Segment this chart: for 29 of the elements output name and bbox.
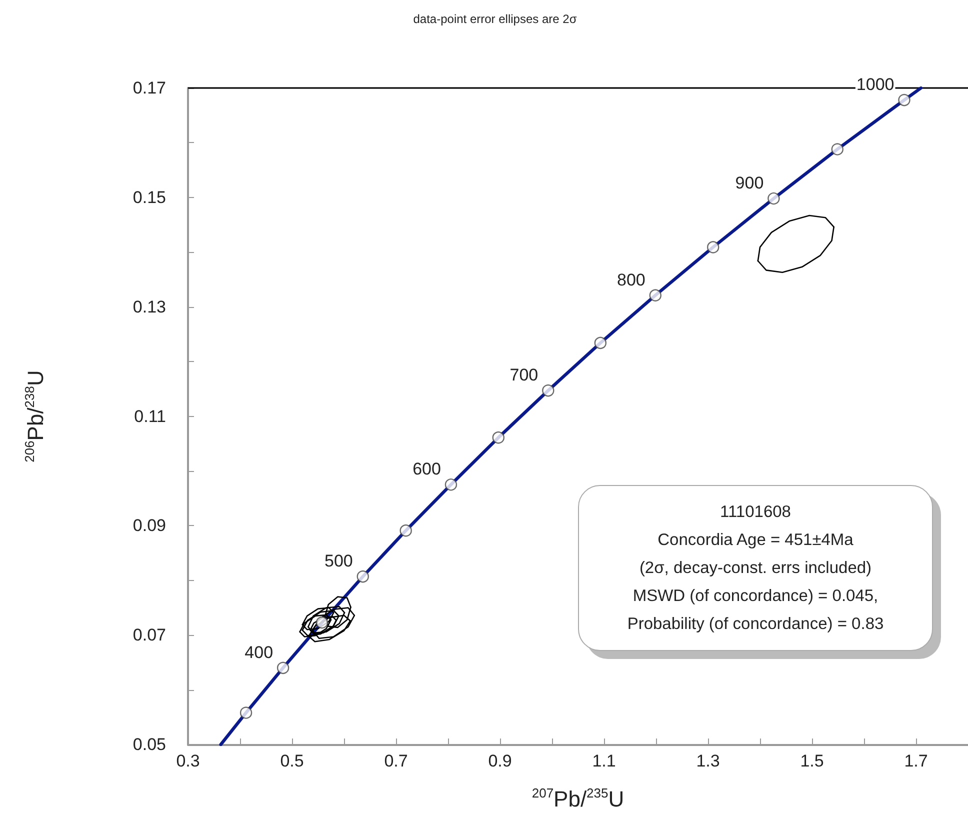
y-tick-label: 0.09 bbox=[132, 516, 166, 536]
x-tick-label: 0.3 bbox=[176, 752, 200, 770]
annotation: 500 bbox=[324, 552, 353, 571]
annotation: 600 bbox=[412, 460, 441, 479]
y-tick-label: 0.07 bbox=[132, 626, 166, 645]
annotation: Probability (of concordance) = 0.83 bbox=[627, 614, 884, 635]
y-axis-title: 206Pb/238U bbox=[22, 370, 48, 462]
x-tick-label: 0.7 bbox=[384, 752, 408, 770]
annotation: 800 bbox=[617, 270, 646, 290]
y-tick-label: 0.17 bbox=[132, 78, 166, 98]
annotation: 1000 bbox=[856, 75, 894, 94]
annotation: 700 bbox=[510, 366, 538, 385]
annotation: 400 bbox=[244, 642, 274, 662]
x-tick-label: 1.3 bbox=[696, 752, 720, 770]
chart-title: data-point error ellipses are 2σ bbox=[413, 12, 578, 26]
y-tick-label: 0.13 bbox=[132, 297, 166, 316]
annotation: 900 bbox=[735, 174, 764, 193]
x-tick-label: 1.1 bbox=[592, 752, 616, 770]
y-tick-label: 0.05 bbox=[132, 735, 166, 754]
y-tick-label: 0.15 bbox=[132, 188, 166, 207]
y-tick-label: 0.11 bbox=[134, 406, 166, 426]
x-tick-label: 0.5 bbox=[280, 752, 304, 770]
annotation: Concordia Age = 451±4Ma bbox=[658, 530, 854, 551]
x-tick-label: 1.5 bbox=[800, 752, 824, 770]
x-tick-label: 1.7 bbox=[904, 752, 928, 770]
annotation: MSWD (of concordance) = 0.045, bbox=[632, 586, 878, 607]
x-tick-label: 0.9 bbox=[488, 752, 512, 770]
annotation: 11101608 bbox=[720, 502, 791, 523]
annotation: (2σ, decay-const. errs included) bbox=[639, 558, 872, 579]
